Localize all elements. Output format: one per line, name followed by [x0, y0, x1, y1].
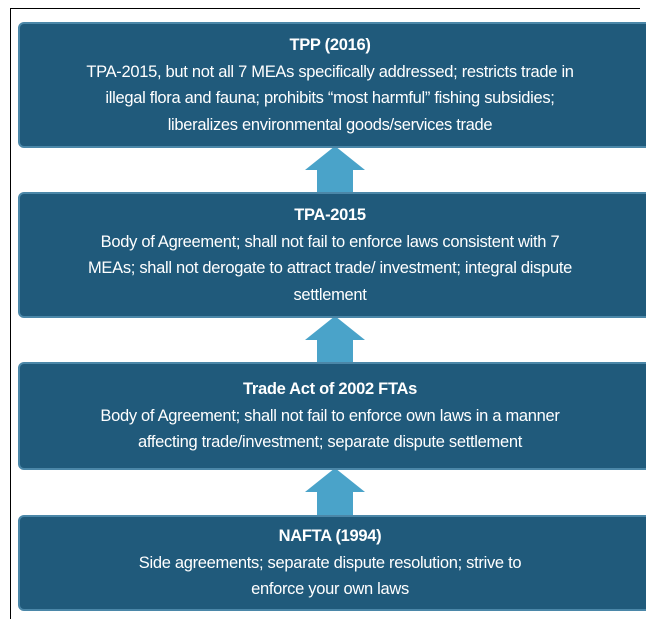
frame-line: [10, 8, 11, 619]
stage-title: TPP (2016): [289, 36, 371, 54]
stage-box: Trade Act of 2002 FTAs Body of Agreement;…: [18, 362, 646, 470]
stage-title: TPA-2015: [294, 206, 366, 224]
stage-box: NAFTA (1994) Side agreements; separate di…: [18, 515, 646, 611]
stage-text: TPA-2015, but not all 7 MEAs specificall…: [86, 62, 574, 81]
stage-box: TPA-2015 Body of Agreement; shall not fai…: [18, 192, 646, 318]
up-arrow: [305, 146, 365, 194]
stage-text: settlement: [293, 285, 367, 304]
frame-line: [10, 8, 640, 9]
stage-text: MEAs; shall not derogate to attract trad…: [87, 259, 573, 277]
stage-text: illegal flora and fauna; prohibits “most…: [105, 89, 555, 107]
stage-title: Trade Act of 2002 FTAs: [242, 380, 418, 399]
stage-title: NAFTA (1994): [278, 527, 382, 546]
up-arrow: [305, 468, 365, 517]
stage-box: TPP (2016) TPA-2015, but not all 7 MEAs s…: [18, 22, 646, 148]
stage-text: Body of Agreement; shall not fail to enf…: [100, 232, 560, 251]
stage-text: Side agreements; separate dispute resolu…: [138, 553, 522, 572]
stage-text: affecting trade/investment; separate dis…: [137, 433, 522, 452]
up-arrow: [305, 316, 365, 364]
stage-text: liberalizes environmental goods/services…: [167, 115, 493, 134]
stage-text: Body of Agreement; shall not fail to enf…: [100, 406, 560, 425]
stage-text: enforce your own laws: [251, 580, 409, 599]
